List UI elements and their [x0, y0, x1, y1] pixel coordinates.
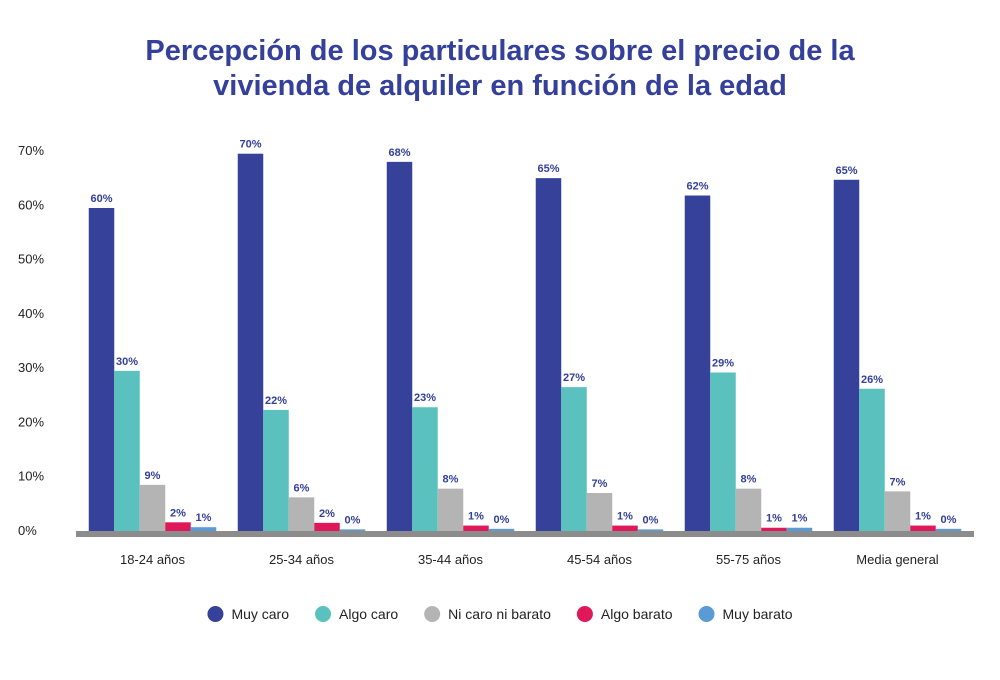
- data-label: 7%: [592, 478, 608, 490]
- chart-title-line-1: Percepción de los particulares sobre el …: [145, 35, 855, 67]
- bar-algo-caro: [561, 387, 587, 531]
- y-tick-label: 70%: [18, 143, 44, 158]
- bar-ni-caro-ni-barato: [735, 488, 762, 531]
- legend-item: Algo barato: [576, 606, 673, 622]
- legend-item: Muy barato: [698, 606, 793, 622]
- bar-muy-caro: [684, 195, 711, 531]
- data-label: 1%: [196, 512, 212, 524]
- legend-marker: [698, 606, 715, 622]
- data-label: 8%: [443, 474, 459, 486]
- data-label: 0%: [643, 514, 659, 526]
- bar-muy-barato: [190, 527, 217, 531]
- category-label: 18-24 años: [120, 552, 186, 567]
- legend-item: Muy caro: [207, 606, 289, 622]
- y-tick-label: 60%: [18, 197, 44, 212]
- bar-muy-caro: [535, 178, 562, 531]
- data-label: 27%: [563, 372, 585, 384]
- bar-muy-caro: [237, 153, 264, 531]
- legend-marker: [424, 606, 441, 622]
- legend-label: Ni caro ni barato: [448, 606, 551, 622]
- bar-ni-caro-ni-barato: [139, 484, 166, 531]
- bar-algo-barato: [761, 527, 787, 531]
- bar-algo-barato: [463, 525, 489, 531]
- category-label: 55-75 años: [716, 552, 782, 567]
- bar-algo-caro: [412, 407, 438, 531]
- y-tick-label: 50%: [18, 252, 44, 267]
- data-label: 1%: [792, 513, 808, 525]
- legend-label: Algo barato: [601, 606, 673, 622]
- bar-muy-caro: [833, 179, 860, 531]
- data-label: 1%: [468, 511, 484, 523]
- bar-muy-barato: [637, 529, 664, 531]
- legend-marker: [315, 606, 332, 622]
- data-label: 65%: [537, 163, 559, 175]
- bar-algo-caro: [710, 372, 736, 531]
- data-label: 0%: [494, 514, 510, 526]
- y-tick-label: 0%: [18, 523, 37, 538]
- y-tick-label: 10%: [18, 469, 44, 484]
- chart-title-line-2: vivienda de alquiler en función de la ed…: [213, 70, 787, 102]
- data-label: 6%: [294, 482, 310, 494]
- bar-muy-barato: [339, 529, 366, 531]
- bar-algo-barato: [910, 525, 936, 531]
- bar-muy-barato: [935, 528, 962, 531]
- data-label: 23%: [414, 392, 436, 404]
- data-label: 1%: [766, 513, 782, 525]
- data-label: 30%: [116, 356, 138, 368]
- data-label: 2%: [319, 508, 335, 520]
- bar-algo-barato: [165, 522, 191, 531]
- bar-algo-barato: [612, 525, 638, 531]
- data-label: 22%: [265, 395, 287, 407]
- x-axis-line: [76, 531, 974, 537]
- legend-item: Algo caro: [315, 606, 398, 622]
- bar-muy-caro: [386, 161, 413, 531]
- bar-ni-caro-ni-barato: [884, 491, 911, 531]
- bar-algo-caro: [114, 370, 140, 531]
- y-axis: 0% 10% 20% 30% 40% 50% 60% 70%: [18, 143, 44, 538]
- bar-ni-caro-ni-barato: [288, 497, 315, 531]
- data-label: 68%: [388, 147, 410, 159]
- bars: 60% 30% 9% 2% 1% 70% 22% 6% 2% 0% 68% 23% 8% 1% 0% 65% 2…: [88, 139, 962, 531]
- y-tick-label: 40%: [18, 306, 44, 321]
- data-label: 1%: [915, 511, 931, 523]
- data-label: 9%: [145, 470, 161, 482]
- data-label: 2%: [170, 507, 186, 519]
- legend-marker: [207, 606, 224, 622]
- bar-ni-caro-ni-barato: [437, 488, 464, 531]
- data-label: 62%: [686, 181, 708, 193]
- data-label: 0%: [941, 514, 957, 526]
- data-label: 8%: [741, 474, 757, 486]
- data-label: 1%: [617, 511, 633, 523]
- legend-label: Muy barato: [723, 606, 793, 622]
- category-label: 25-34 años: [269, 552, 335, 567]
- legend: Muy caro Algo caro Ni caro ni barato Algo b…: [207, 606, 793, 622]
- data-label: 7%: [890, 476, 906, 488]
- x-axis: 18-24 años 25-34 años 35-44 años 45-54 años…: [76, 531, 974, 567]
- category-label: Media general: [856, 552, 938, 567]
- data-label: 70%: [239, 139, 261, 151]
- bar-muy-barato: [488, 528, 515, 531]
- bar-ni-caro-ni-barato: [586, 493, 613, 531]
- legend-item: Ni caro ni barato: [424, 606, 551, 622]
- bar-muy-caro: [88, 208, 115, 531]
- data-label: 29%: [712, 357, 734, 369]
- category-label: 35-44 años: [418, 552, 484, 567]
- y-tick-label: 20%: [18, 414, 44, 429]
- bar-algo-caro: [859, 388, 885, 531]
- legend-label: Algo caro: [339, 606, 398, 622]
- data-label: 65%: [835, 165, 857, 177]
- bar-algo-barato: [314, 522, 340, 531]
- data-label: 60%: [90, 193, 112, 205]
- category-label: 45-54 años: [567, 552, 633, 567]
- data-label: 26%: [861, 374, 883, 386]
- legend-marker: [576, 606, 593, 622]
- data-label: 0%: [345, 514, 361, 526]
- legend-label: Muy caro: [231, 606, 289, 622]
- bar-muy-barato: [786, 527, 813, 531]
- bar-algo-caro: [263, 409, 289, 531]
- y-tick-label: 30%: [18, 360, 44, 375]
